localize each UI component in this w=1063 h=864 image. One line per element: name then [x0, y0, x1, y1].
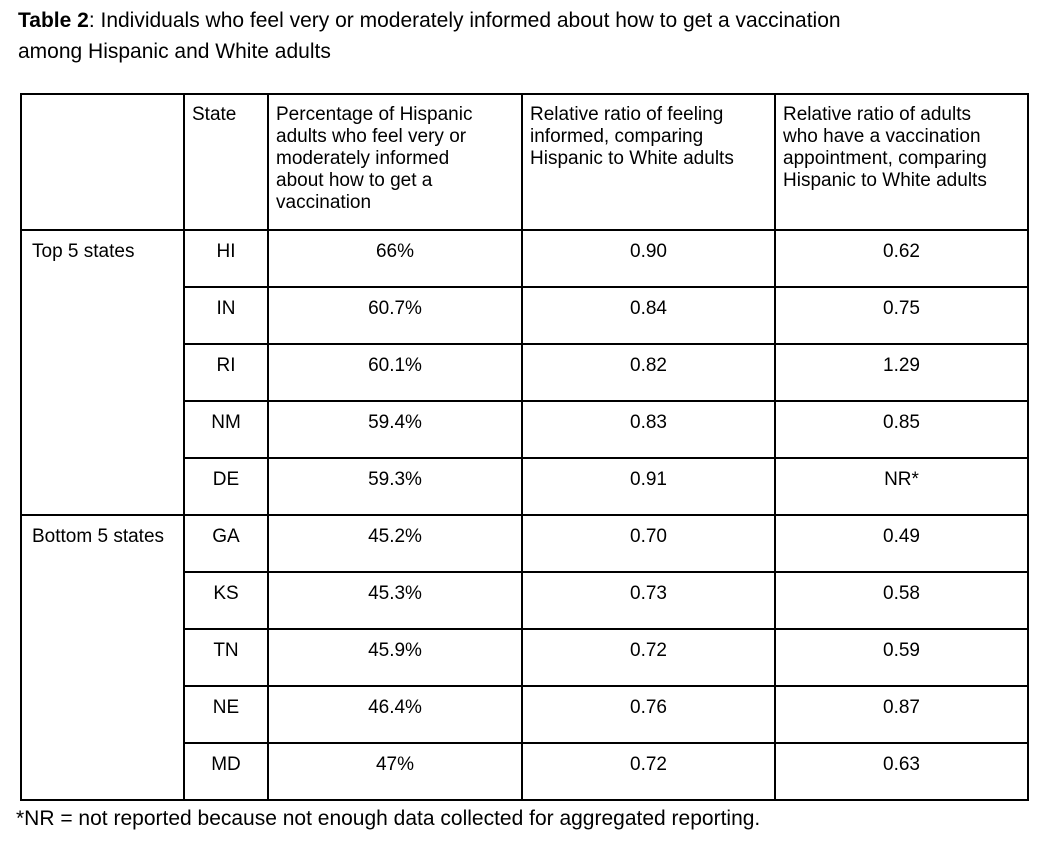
header-ratio-informed: Relative ratio of feeling informed, comp…: [521, 93, 776, 231]
table-row: NM 59.4% 0.83 0.85: [21, 400, 1029, 459]
percentage-cell: 60.7%: [267, 286, 523, 345]
ratio-appointment-cell: NR*: [774, 457, 1029, 516]
state-cell: GA: [183, 514, 269, 573]
ratio-informed-cell: 0.70: [521, 514, 776, 573]
ratio-appointment-cell: 0.49: [774, 514, 1029, 573]
percentage-cell: 60.1%: [267, 343, 523, 402]
ratio-informed-cell: 0.91: [521, 457, 776, 516]
state-cell: HI: [183, 229, 269, 288]
state-cell: MD: [183, 742, 269, 801]
table-row: TN 45.9% 0.72 0.59: [21, 628, 1029, 687]
state-cell: DE: [183, 457, 269, 516]
ratio-informed-cell: 0.72: [521, 742, 776, 801]
ratio-appointment-cell: 0.59: [774, 628, 1029, 687]
ratio-informed-cell: 0.72: [521, 628, 776, 687]
state-cell: RI: [183, 343, 269, 402]
group-label-top-5-states: Top 5 states: [20, 229, 185, 516]
ratio-appointment-cell: 1.29: [774, 343, 1029, 402]
ratio-appointment-cell: 0.62: [774, 229, 1029, 288]
percentage-cell: 59.3%: [267, 457, 523, 516]
table-row: IN 60.7% 0.84 0.75: [21, 286, 1029, 345]
state-cell: TN: [183, 628, 269, 687]
percentage-cell: 45.3%: [267, 571, 523, 630]
ratio-informed-cell: 0.84: [521, 286, 776, 345]
table-header-row: State Percentage of Hispanic adults who …: [20, 93, 1029, 231]
table-caption: Table 2: Individuals who feel very or mo…: [18, 5, 1047, 67]
state-cell: KS: [183, 571, 269, 630]
percentage-cell: 45.9%: [267, 628, 523, 687]
table-row: MD 47% 0.72 0.63: [21, 742, 1029, 801]
table-row: DE 59.3% 0.91 NR*: [21, 457, 1029, 516]
ratio-informed-cell: 0.90: [521, 229, 776, 288]
header-ratio-appointment: Relative ratio of adults who have a vacc…: [774, 93, 1029, 231]
percentage-cell: 47%: [267, 742, 523, 801]
table-row: KS 45.3% 0.73 0.58: [21, 571, 1029, 630]
table-row: Top 5 states HI 66% 0.90 0.62: [20, 229, 1029, 516]
percentage-cell: 46.4%: [267, 685, 523, 744]
table-caption-text: : Individuals who feel very or moderatel…: [18, 9, 841, 63]
table-caption-label: Table 2: [18, 9, 89, 32]
header-state: State: [183, 93, 269, 231]
group-label-bottom-5-states: Bottom 5 states: [20, 514, 185, 801]
header-empty-cell: [20, 93, 185, 231]
table-row: Bottom 5 states GA 45.2% 0.70 0.49: [20, 514, 1029, 801]
ratio-informed-cell: 0.76: [521, 685, 776, 744]
header-percentage-informed: Percentage of Hispanic adults who feel v…: [267, 93, 523, 231]
data-table: State Percentage of Hispanic adults who …: [20, 93, 1029, 801]
state-cell: IN: [183, 286, 269, 345]
footnote: *NR = not reported because not enough da…: [16, 807, 761, 830]
percentage-cell: 59.4%: [267, 400, 523, 459]
state-cell: NM: [183, 400, 269, 459]
ratio-appointment-cell: 0.87: [774, 685, 1029, 744]
ratio-appointment-cell: 0.75: [774, 286, 1029, 345]
table-row: RI 60.1% 0.82 1.29: [21, 343, 1029, 402]
table-row: NE 46.4% 0.76 0.87: [21, 685, 1029, 744]
percentage-cell: 66%: [267, 229, 523, 288]
ratio-informed-cell: 0.82: [521, 343, 776, 402]
ratio-appointment-cell: 0.85: [774, 400, 1029, 459]
ratio-informed-cell: 0.73: [521, 571, 776, 630]
percentage-cell: 45.2%: [267, 514, 523, 573]
ratio-appointment-cell: 0.58: [774, 571, 1029, 630]
ratio-informed-cell: 0.83: [521, 400, 776, 459]
state-cell: NE: [183, 685, 269, 744]
ratio-appointment-cell: 0.63: [774, 742, 1029, 801]
